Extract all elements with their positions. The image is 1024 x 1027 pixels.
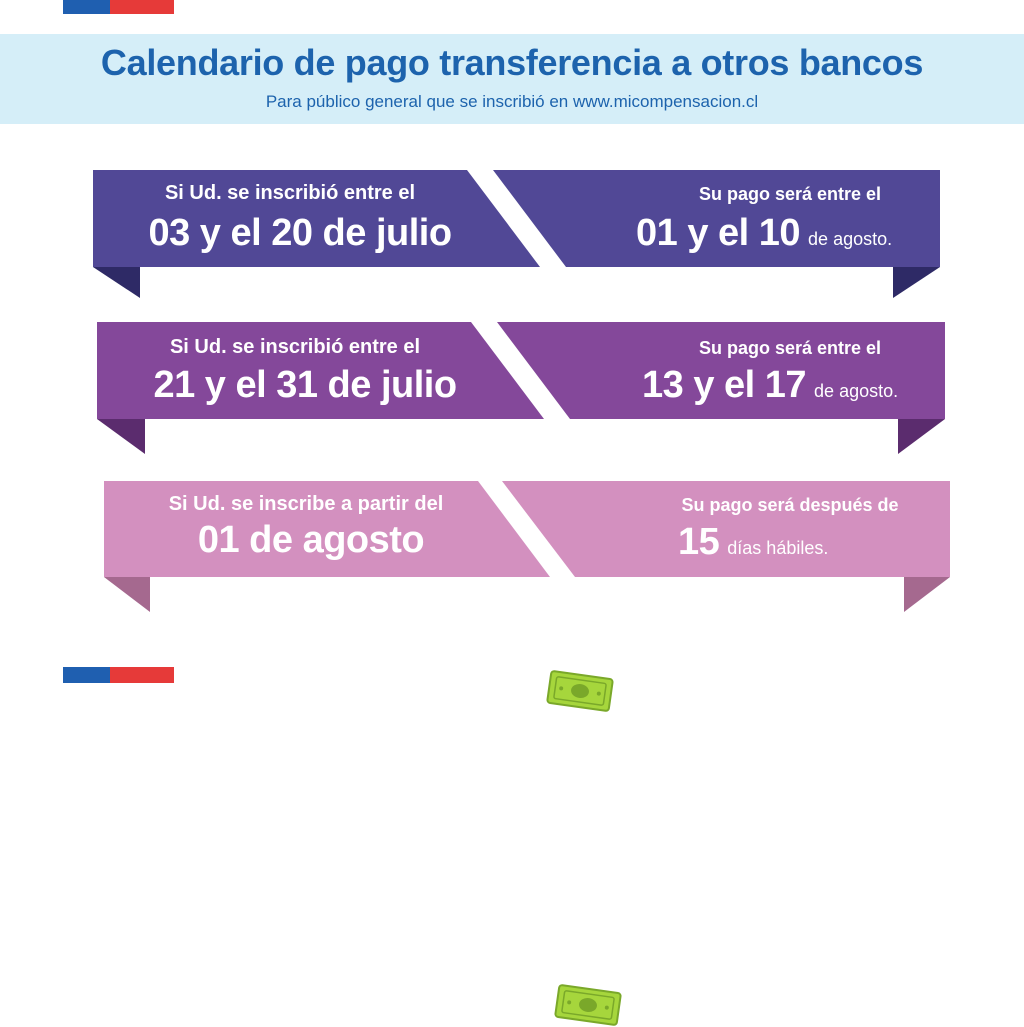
schedule-row-1: Si Ud. se inscribió entre el 03 y el 20 … bbox=[0, 170, 1024, 406]
header-banner: Calendario de pago transferencia a otros… bbox=[0, 34, 1024, 124]
payment-label: Su pago será entre el bbox=[698, 184, 882, 204]
ribbon-background bbox=[93, 170, 940, 298]
money-bill-icon bbox=[546, 670, 614, 712]
money-bill-icon bbox=[554, 984, 622, 1026]
payment-value: 13 y el 17 bbox=[642, 364, 807, 406]
payment-label: Su pago será después de bbox=[681, 495, 899, 515]
payment-label: Su pago será entre el bbox=[698, 338, 882, 358]
flag-red-segment bbox=[110, 0, 174, 14]
payment-value: 15 bbox=[678, 521, 720, 563]
payment-amount: 01 y el 10 de agosto. bbox=[636, 212, 892, 255]
ribbon-background bbox=[104, 481, 950, 612]
enrollment-label: Si Ud. se inscribió entre el bbox=[169, 336, 421, 358]
flag-blue-segment bbox=[63, 667, 110, 683]
page-title: Calendario de pago transferencia a otros… bbox=[100, 42, 924, 83]
payment-unit: de agosto. bbox=[814, 381, 899, 401]
payment-value: 01 y el 10 bbox=[636, 212, 801, 254]
enrollment-label: Si Ud. se inscribió entre el bbox=[164, 182, 416, 204]
payment-unit: días hábiles. bbox=[727, 538, 829, 558]
enrollment-label: Si Ud. se inscribe a partir del bbox=[168, 493, 444, 515]
schedule-row-3: Si Ud. se inscribe a partir del 01 de ag… bbox=[0, 481, 1024, 1026]
flag-stripe-top bbox=[63, 0, 174, 14]
ribbon-background bbox=[97, 322, 945, 454]
payment-amount: 15 días hábiles. bbox=[678, 521, 828, 564]
flag-blue-segment bbox=[63, 0, 110, 14]
flag-red-segment bbox=[110, 667, 174, 683]
enrollment-range: 21 y el 31 de julio bbox=[153, 364, 457, 406]
page-subtitle: Para público general que se inscribió en… bbox=[265, 92, 759, 111]
enrollment-range: 01 de agosto bbox=[197, 519, 425, 561]
flag-stripe-bottom bbox=[63, 667, 174, 683]
payment-amount: 13 y el 17 de agosto. bbox=[642, 364, 898, 407]
enrollment-range: 03 y el 20 de julio bbox=[148, 212, 452, 254]
schedule-row-2: Si Ud. se inscribió entre el 21 y el 31 … bbox=[0, 322, 1024, 712]
payment-unit: de agosto. bbox=[808, 229, 893, 249]
